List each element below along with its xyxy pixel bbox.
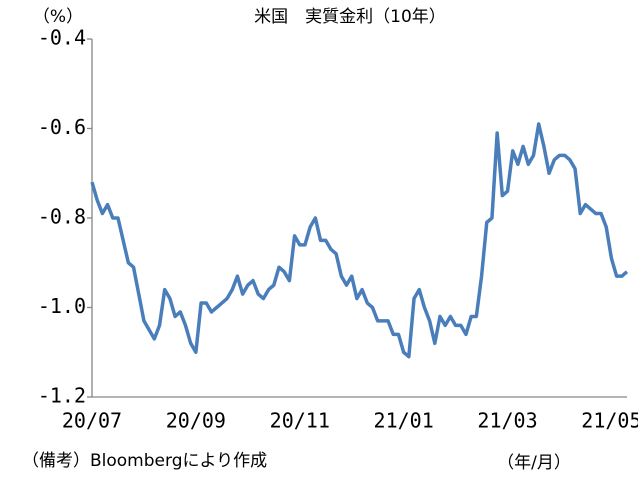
x-tick-label: 20/11 — [270, 409, 330, 433]
x-tick-label: 21/05 — [581, 409, 638, 433]
x-tick-label: 20/07 — [62, 409, 122, 433]
y-tick-label: -1.2 — [38, 384, 86, 408]
y-axis-unit: （%） — [33, 7, 83, 27]
y-tick-label: -0.8 — [38, 205, 86, 229]
x-tick-label: 21/03 — [477, 409, 537, 433]
chart-title: 米国 実質金利（10年） — [254, 7, 446, 27]
data-line — [90, 122, 629, 359]
y-tick-label: -1.0 — [38, 294, 86, 318]
x-axis-unit: （年/月） — [497, 453, 571, 473]
source-note: （備考）Bloombergにより作成 — [22, 451, 267, 471]
x-tick-label: 20/09 — [166, 409, 226, 433]
y-tick-label: -0.6 — [38, 115, 86, 139]
y-tick-label: -0.4 — [38, 26, 86, 50]
x-tick-label: 21/01 — [374, 409, 434, 433]
